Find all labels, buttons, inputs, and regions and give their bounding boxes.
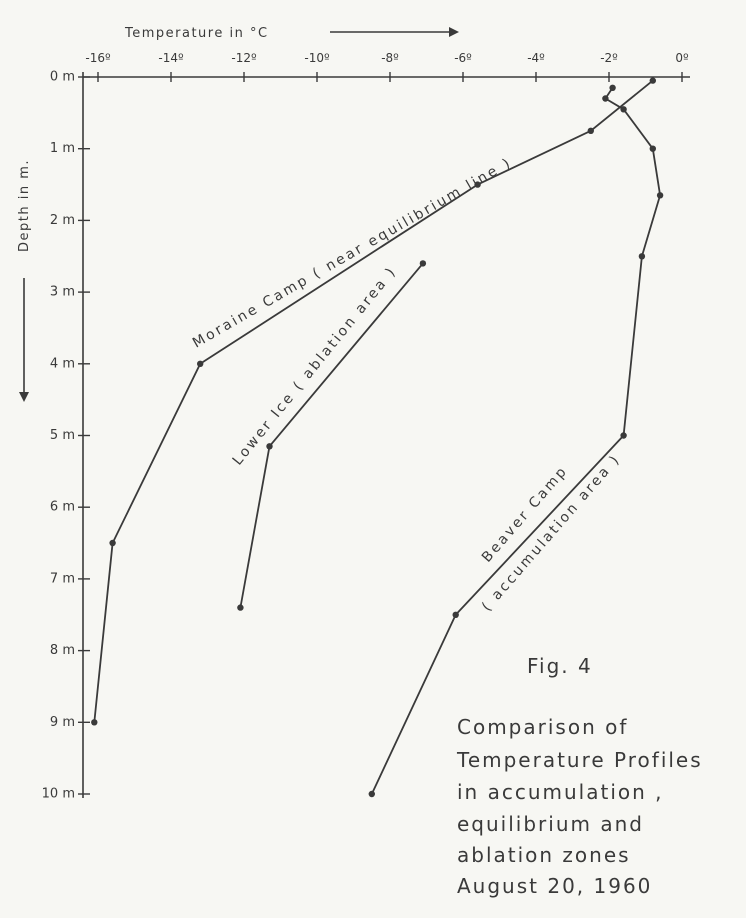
x-axis-title: Temperature in °C: [124, 26, 269, 41]
x-tick-label: -16º: [85, 51, 111, 65]
beaver-camp-point: [620, 106, 627, 113]
x-tick-label: -6º: [454, 51, 472, 65]
y-tick-label: 10 m: [42, 787, 75, 802]
moraine-camp-point: [649, 77, 656, 84]
lower-ice-point: [237, 604, 244, 611]
y-tick-label: 0 m: [50, 70, 75, 85]
x-tick-label: -14º: [158, 51, 184, 65]
y-tick-label: 9 m: [50, 715, 75, 730]
y-axis-arrow-icon: [19, 278, 29, 402]
caption-line-1: Comparison of: [457, 715, 628, 739]
y-tick-label: 3 m: [50, 285, 75, 300]
lower-ice-label: Lower Ice ( ablation area ): [230, 263, 400, 468]
y-tick-label: 6 m: [50, 500, 75, 515]
axes: [82, 72, 690, 798]
series-layer: [91, 77, 664, 798]
moraine-camp-point: [197, 360, 204, 367]
lower-ice-point: [266, 443, 273, 450]
caption-line-6: August 20, 1960: [457, 874, 652, 898]
caption-line-3: in accumulation ,: [457, 780, 664, 804]
y-tick-label: 8 m: [50, 643, 75, 658]
figure-number: Fig. 4: [527, 654, 593, 678]
caption-line-4: equilibrium and: [457, 812, 644, 836]
y-tick-label: 7 m: [50, 571, 75, 586]
caption-line-5: ablation zones: [457, 843, 631, 867]
y-tick-label: 5 m: [50, 428, 75, 443]
y-axis-title: Depth in m.: [17, 159, 32, 252]
beaver-camp-point: [620, 432, 627, 439]
x-axis-arrow-icon: [330, 27, 459, 37]
beaver-camp-point: [602, 95, 609, 102]
beaver-camp-point: [452, 611, 459, 618]
x-ticks: -16º -14º -12º -10º -8º -6º -4º -2º 0º: [85, 51, 689, 82]
y-tick-label: 4 m: [50, 356, 75, 371]
moraine-camp-point: [109, 539, 116, 547]
caption-line-2: Temperature Profiles: [456, 748, 703, 772]
moraine-camp-point: [474, 181, 481, 188]
y-tick-label: 2 m: [50, 213, 75, 228]
beaver-camp-line: [370, 87, 661, 795]
x-tick-label: -2º: [600, 51, 618, 65]
x-tick-label: -8º: [381, 51, 399, 65]
x-tick-label: -4º: [527, 51, 545, 65]
beaver-camp-point: [656, 192, 664, 199]
beaver-camp-point: [368, 790, 375, 798]
beaver-camp-point: [649, 145, 656, 152]
x-tick-label: -10º: [304, 51, 330, 65]
y-ticks: 0 m 1 m 2 m 3 m 4 m 5 m 6 m 7 m 8 m 9 m 10 m: [42, 70, 90, 802]
lower-ice-point: [419, 260, 427, 267]
y-tick-label: 1 m: [50, 141, 75, 156]
moraine-camp-point: [587, 127, 594, 134]
moraine-camp-point: [91, 719, 98, 726]
beaver-camp-point: [609, 84, 616, 92]
beaver-camp-point: [638, 253, 646, 260]
x-tick-label: -12º: [231, 51, 257, 65]
x-tick-label: 0º: [675, 51, 689, 65]
moraine-camp-line: [93, 79, 654, 723]
